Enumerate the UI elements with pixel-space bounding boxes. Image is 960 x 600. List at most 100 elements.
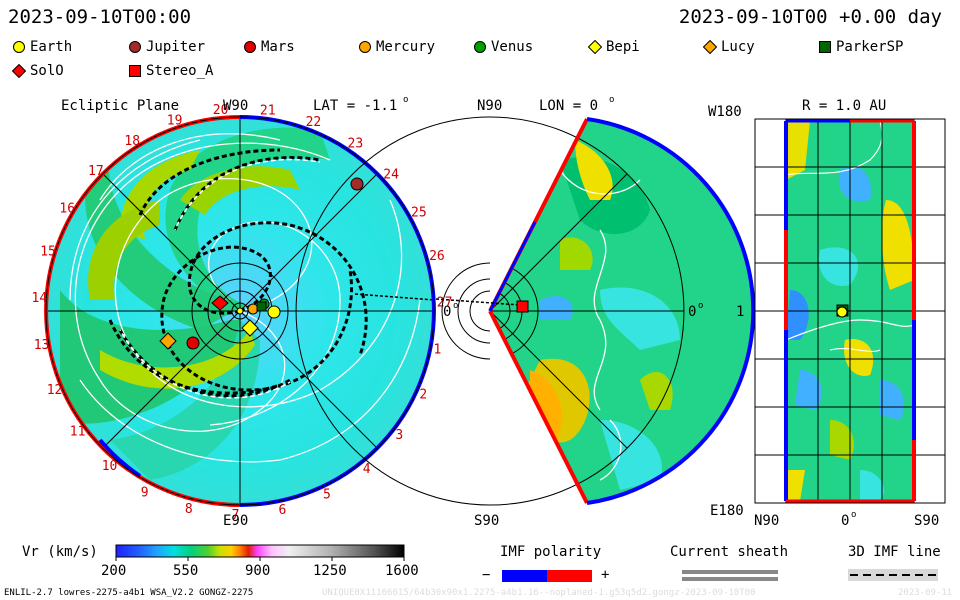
imf-positive-swatch	[547, 570, 592, 582]
sun-marker	[236, 307, 244, 315]
meridional-right-degree: o	[698, 301, 703, 311]
parkersp-marker-icon	[819, 41, 831, 53]
meridional-lon-label: LON = 0	[539, 98, 598, 114]
legend-lucy: Lucy	[703, 39, 755, 55]
carrington-mark: 3	[395, 428, 403, 443]
colorbar	[115, 544, 405, 561]
legend-stereo-a: Stereo_A	[128, 63, 213, 79]
venus-marker-icon	[474, 41, 486, 53]
imf-minus-label: −	[482, 567, 491, 583]
legend-label: Mars	[261, 39, 295, 55]
carrington-mark: 13	[34, 338, 50, 353]
earth-marker-icon	[13, 41, 25, 53]
carrington-mark: 8	[185, 502, 193, 517]
carrington-mark: 9	[141, 485, 149, 500]
carrington-mark: 4	[363, 462, 371, 477]
sphere-x-right: S90	[914, 513, 939, 529]
carrington-marks: 20 21222324252627123456789101112131415161…	[32, 103, 453, 523]
jupiter-marker-icon	[129, 41, 141, 53]
sphere-x-left: N90	[754, 513, 779, 529]
meridional-right-label: 0	[688, 304, 696, 320]
solo-marker-icon	[12, 64, 26, 78]
lucy-marker-icon	[703, 40, 717, 54]
legend-label: Jupiter	[146, 39, 206, 55]
legend-earth: Earth	[12, 39, 72, 55]
imf-line-title: 3D IMF line	[848, 544, 941, 560]
mercury-marker-icon	[359, 41, 371, 53]
sphere-x-mid: 0	[841, 513, 849, 529]
carrington-mark: 7	[232, 508, 240, 523]
legend-parkersp: ParkerSP	[818, 39, 903, 55]
relative-time-label: 2023-09-10T00 +0.00 day	[678, 6, 942, 28]
carrington-mark: 15	[40, 245, 56, 260]
colorbar-tick: 1250	[313, 563, 347, 579]
carrington-mark: 25	[411, 206, 427, 221]
imf-line-swatch	[848, 569, 938, 581]
legend-mars: Mars	[243, 39, 295, 55]
ecliptic-markers	[159, 177, 364, 350]
colorbar-tick: 900	[245, 563, 271, 579]
legend-label: Venus	[491, 39, 534, 55]
carrington-mark: 1	[434, 343, 442, 358]
carrington-mark: 14	[32, 291, 48, 306]
colorbar-tick: 550	[173, 563, 199, 579]
ecliptic-right-label: 0	[443, 304, 451, 320]
footer-model: ENLIL-2.7 lowres-2275-a4b1 WSA_V2.2 GONG…	[4, 588, 254, 598]
ecliptic-top-label: W90	[223, 98, 248, 114]
sphere-top-left: W180	[708, 104, 742, 120]
carrington-mark: 18	[124, 134, 140, 149]
carrington-mark: 16	[59, 202, 75, 217]
carrington-mark: 5	[323, 488, 331, 503]
sphere-bottom-left: E180	[710, 503, 744, 519]
stereo-a-marker-icon	[129, 65, 141, 77]
current-sheath-swatch	[682, 570, 778, 581]
lucy-marker	[159, 332, 177, 350]
carrington-mark: 19	[167, 113, 183, 128]
colorbar-tick: 1600	[385, 563, 419, 579]
ecliptic-lat-degree: o	[403, 95, 408, 105]
earth-marker	[267, 305, 281, 319]
legend-label: ParkerSP	[836, 39, 904, 55]
stereo-a-marker	[516, 300, 529, 313]
carrington-mark: 17	[88, 164, 104, 179]
sphere-mid-left: 1	[736, 304, 744, 320]
meridional-top-label: N90	[477, 98, 502, 114]
sphere-r-label: R = 1.0 AU	[802, 98, 886, 114]
legend-jupiter: Jupiter	[128, 39, 205, 55]
carrington-mark: 2	[419, 388, 427, 403]
carrington-mark: 26	[429, 249, 445, 264]
mars-marker-icon	[244, 41, 256, 53]
imf-polarity-title: IMF polarity	[500, 544, 602, 560]
imf-plus-label: +	[601, 567, 610, 583]
meridional-lon-degree: o	[609, 95, 614, 105]
carrington-mark: 20	[213, 103, 229, 118]
carrington-mark: 10	[102, 459, 118, 474]
bepi-marker	[241, 319, 259, 337]
current-sheath-title: Current sheath	[670, 544, 789, 560]
ecliptic-plot: 20 21222324252627123456789101112131415161…	[32, 95, 459, 529]
legend-mercury: Mercury	[358, 39, 435, 55]
colorbar-title: Vr (km/s)	[22, 544, 98, 560]
sphere-plot: R = 1.0 AU W180 E180 1 N90 0 o S90	[708, 98, 946, 529]
carrington-mark: 22	[306, 115, 322, 130]
legend-solo: SolO	[12, 63, 64, 79]
carrington-mark: 24	[383, 167, 399, 182]
ecliptic-title: Ecliptic Plane	[61, 98, 179, 114]
datetime-label: 2023-09-10T00:00	[8, 6, 192, 28]
sphere-field	[785, 120, 915, 501]
ecliptic-lat-label: LAT = -1.1	[313, 98, 397, 114]
legend-label: Mercury	[376, 39, 436, 55]
carrington-mark: 12	[47, 383, 63, 398]
mars-marker	[186, 336, 200, 350]
legend-label: Earth	[30, 39, 73, 55]
ecliptic-right-degree: o	[453, 301, 458, 311]
sphere-x-degree: o	[851, 510, 856, 520]
parkersp-marker	[256, 301, 267, 312]
legend-bepi: Bepi	[588, 39, 640, 55]
imf-negative-swatch	[502, 570, 547, 582]
bepi-marker-icon	[588, 40, 602, 54]
carrington-mark: 6	[279, 503, 287, 518]
legend-label: Bepi	[606, 39, 640, 55]
footer-date: 2023-09-11	[898, 588, 953, 598]
